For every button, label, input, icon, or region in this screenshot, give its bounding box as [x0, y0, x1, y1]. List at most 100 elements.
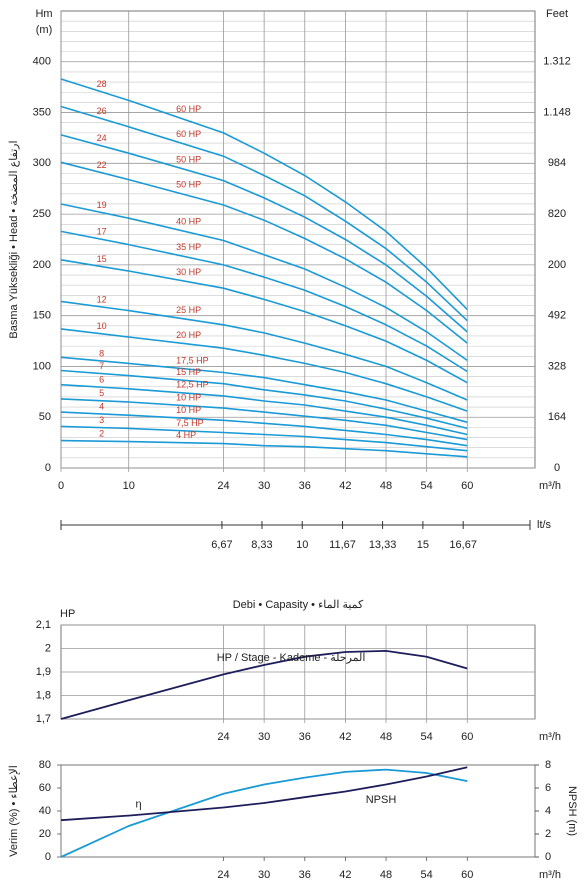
series-line — [60, 105, 468, 322]
x-tick-label: 30 — [258, 869, 270, 880]
series-line — [60, 300, 468, 401]
y2-tick-label: 1.312 — [543, 56, 571, 68]
stage-label: 6 — [99, 375, 104, 385]
y-tick-label: 40 — [39, 805, 51, 817]
y-axis-unit-label: Hm — [35, 8, 52, 20]
hp-label: 35 HP — [176, 242, 201, 252]
y2-tick-label: 6 — [545, 782, 551, 794]
y2-tick-label: 4 — [545, 805, 551, 817]
stage-label: 19 — [97, 200, 107, 210]
y-tick-label: 2,1 — [36, 619, 51, 631]
hp-label: 50 HP — [176, 154, 201, 164]
y-tick-label: 1,8 — [36, 689, 51, 701]
series-label: η — [135, 799, 141, 811]
x-axis-label: m³/h — [539, 480, 561, 492]
y2-axis-label: NPSH (m) — [566, 786, 578, 836]
stage-label: 26 — [97, 106, 107, 116]
x-tick-label: 54 — [421, 480, 433, 492]
y-tick-label: 400 — [33, 56, 51, 68]
y-axis-unit-label: (m) — [36, 24, 53, 36]
stage-label: 8 — [99, 348, 104, 358]
y2-tick-label: 984 — [548, 157, 566, 169]
series-line — [60, 768, 468, 858]
x-tick-label: 48 — [380, 731, 392, 743]
y2-tick-label: 2 — [545, 828, 551, 840]
series-line — [60, 356, 468, 424]
y-tick-label: 50 — [39, 411, 51, 423]
x-tick-label: 60 — [461, 480, 473, 492]
y-tick-label: 2 — [45, 642, 51, 654]
x-axis-label: m³/h — [539, 869, 561, 880]
y2-tick-label: 8 — [545, 759, 551, 771]
series-line — [60, 259, 468, 384]
series-line — [60, 766, 468, 822]
flow-axis-label: lt/s — [537, 519, 552, 531]
stage-label: 7 — [99, 361, 104, 371]
x-tick-label: 36 — [299, 869, 311, 880]
hp-label: 17,5 HP — [176, 355, 209, 365]
flow-tick-label: 11,67 — [329, 539, 356, 551]
y-tick-label: 300 — [33, 157, 51, 169]
x-tick-label: 54 — [421, 731, 433, 743]
hp-label: 30 HP — [176, 267, 201, 277]
y-axis-label: HP — [60, 608, 75, 620]
series-line — [60, 439, 468, 458]
x-tick-label: 24 — [217, 731, 229, 743]
y-tick-label: 150 — [33, 310, 51, 322]
series-line — [60, 383, 468, 436]
x-tick-label: 48 — [380, 480, 392, 492]
x-tick-label: 48 — [380, 869, 392, 880]
y-tick-label: 100 — [33, 360, 51, 372]
series-label: HP / Stage - Kademe - المرحلة — [217, 652, 366, 664]
series-line — [60, 230, 468, 373]
hp-label: 40 HP — [176, 217, 201, 227]
hp-label: 12,5 HP — [176, 380, 209, 390]
y2-tick-label: 1.148 — [543, 106, 571, 118]
stage-label: 15 — [97, 254, 107, 264]
x-tick-label: 42 — [339, 731, 351, 743]
y-axis-label: Basma Yüksekliği • Head • ارتفاع المضخة — [8, 140, 20, 338]
x-tick-label: 24 — [217, 869, 229, 880]
y-tick-label: 200 — [33, 259, 51, 271]
flow-tick-label: 6,67 — [211, 539, 232, 551]
y2-tick-label: 492 — [548, 310, 566, 322]
y-tick-label: 250 — [33, 208, 51, 220]
plot-frame — [60, 10, 536, 469]
y-tick-label: 1,9 — [36, 666, 51, 678]
series-line — [60, 134, 468, 333]
hp-label: 10 HP — [176, 392, 201, 402]
y2-tick-label: 200 — [548, 259, 566, 271]
stage-label: 17 — [97, 227, 107, 237]
flow-tick-label: 15 — [417, 539, 429, 551]
x-tick-label: 42 — [339, 480, 351, 492]
y2-tick-label: 0 — [554, 462, 560, 474]
x-tick-label: 60 — [461, 869, 473, 880]
hp-label: 7,5 HP — [176, 418, 204, 428]
series-line — [60, 649, 468, 720]
x-tick-label: 60 — [461, 731, 473, 743]
hp-label: 15 HP — [176, 367, 201, 377]
y-tick-label: 60 — [39, 782, 51, 794]
x-tick-label: 36 — [299, 480, 311, 492]
stage-label: 4 — [99, 401, 104, 411]
x-tick-label: 54 — [421, 869, 433, 880]
series-line — [60, 369, 468, 430]
flow-tick-label: 13,33 — [369, 539, 397, 551]
y-tick-label: 0 — [45, 851, 51, 863]
y2-axis-label: Feet — [546, 8, 568, 20]
y-tick-label: 20 — [39, 828, 51, 840]
series-line — [60, 161, 468, 344]
hp-label: 60 HP — [176, 104, 201, 114]
stage-label: 12 — [97, 294, 107, 304]
x-tick-label: 30 — [258, 731, 270, 743]
series-line — [60, 203, 468, 362]
stage-label: 10 — [97, 321, 107, 331]
hp-label: 20 HP — [176, 330, 201, 340]
stage-label: 5 — [99, 388, 104, 398]
x-axis-label: m³/h — [539, 731, 561, 743]
x-tick-label: 24 — [217, 480, 229, 492]
series-line — [60, 398, 468, 441]
hp-label: 10 HP — [176, 405, 201, 415]
x-tick-label: 42 — [339, 869, 351, 880]
hp-label: 25 HP — [176, 305, 201, 315]
